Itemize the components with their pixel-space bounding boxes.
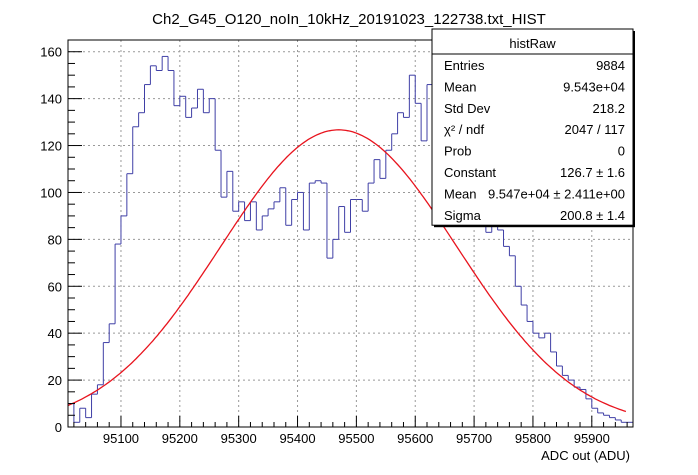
chart-title: Ch2_G45_O120_noIn_10kHz_20191023_122738.… xyxy=(152,11,546,28)
gaussian-fit-line xyxy=(67,129,627,413)
stats-box-title: histRaw xyxy=(509,36,556,51)
x-tick-label: 95200 xyxy=(162,431,198,446)
stats-row-value: 9884 xyxy=(596,58,625,73)
plot-frame xyxy=(67,39,634,428)
fit-curve xyxy=(67,129,627,413)
y-tick-label: 60 xyxy=(48,279,62,294)
x-tick-label: 95800 xyxy=(515,431,551,446)
stats-row-label: Constant xyxy=(444,165,496,180)
y-tick-label: 0 xyxy=(55,420,62,435)
x-tick-label: 95500 xyxy=(338,431,374,446)
stats-row-label: Sigma xyxy=(444,208,482,223)
stats-box-frame xyxy=(431,28,634,226)
y-tick-labels: 0 20 40 60 80 100 120 140 160 xyxy=(40,45,62,435)
x-tick-labels: 95100 95200 95300 95400 95500 95600 95700 95800… xyxy=(103,431,610,446)
stats-row-label: Entries xyxy=(444,58,485,73)
axis-ticks xyxy=(68,51,628,428)
x-tick-label: 95600 xyxy=(397,431,433,446)
x-tick-label: 95100 xyxy=(103,431,139,446)
stats-row-value: 126.7 ± 1.6 xyxy=(560,165,625,180)
stats-row-label: Prob xyxy=(444,144,471,159)
x-tick-label: 95900 xyxy=(574,431,610,446)
y-tick-label: 40 xyxy=(48,326,62,341)
stats-row-value: 9.543e+04 xyxy=(563,79,625,94)
y-tick-label: 20 xyxy=(48,373,62,388)
stats-row-value: 218.2 xyxy=(592,101,625,116)
stats-row-value: 200.8 ± 1.4 xyxy=(560,208,625,223)
stats-row-value: 0 xyxy=(618,144,625,159)
y-tick-label: 160 xyxy=(40,45,62,60)
x-tick-label: 95400 xyxy=(279,431,315,446)
stats-row-label: χ² / ndf xyxy=(444,122,484,137)
y-tick-label: 120 xyxy=(40,139,62,154)
x-axis-label: ADC out (ADU) xyxy=(541,448,630,463)
y-tick-label: 80 xyxy=(48,232,62,247)
stats-row-label: Mean xyxy=(444,79,477,94)
y-tick-label: 100 xyxy=(40,185,62,200)
x-tick-label: 95700 xyxy=(456,431,492,446)
stats-row-value: 9.547e+04 ± 2.411e+00 xyxy=(488,186,625,201)
stats-row-label: Std Dev xyxy=(444,101,491,116)
y-tick-label: 140 xyxy=(40,92,62,107)
x-tick-label: 95300 xyxy=(221,431,257,446)
stats-row-value: 2047 / 117 xyxy=(565,122,625,137)
stats-row-label: Mean xyxy=(444,186,477,201)
stats-box: histRaw Entries 9884 Mean 9.543e+04 Std Dev 21… xyxy=(431,28,635,228)
